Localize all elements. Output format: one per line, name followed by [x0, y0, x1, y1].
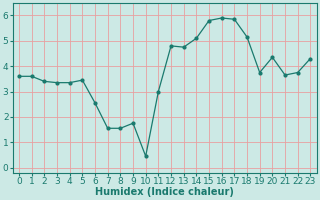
- X-axis label: Humidex (Indice chaleur): Humidex (Indice chaleur): [95, 187, 234, 197]
